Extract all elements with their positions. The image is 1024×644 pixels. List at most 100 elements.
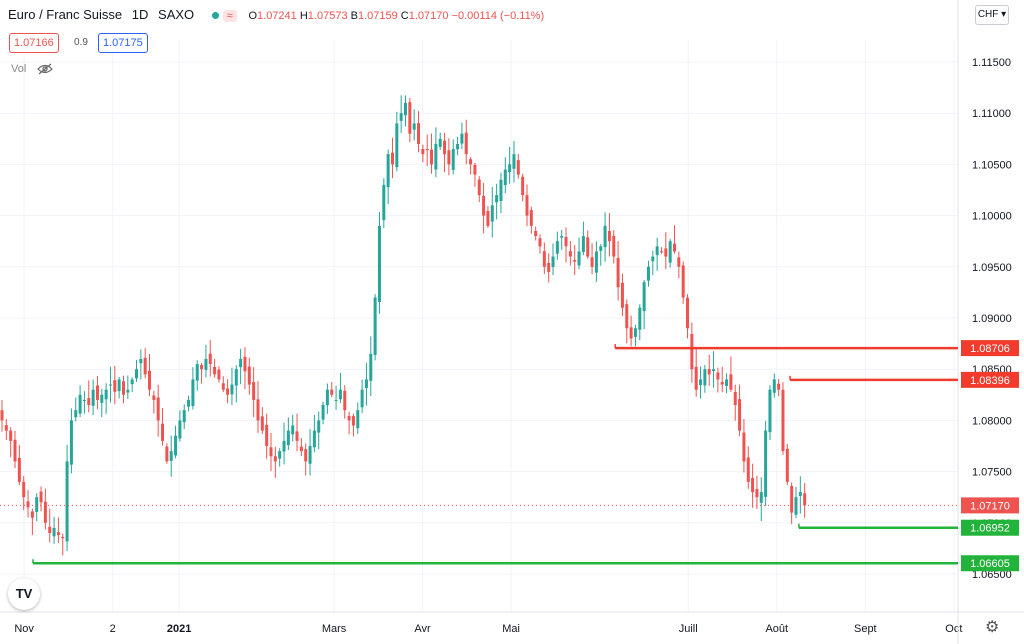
candle-body <box>751 478 755 493</box>
candle-body <box>30 511 34 518</box>
candle-body <box>733 391 737 406</box>
candle-body <box>460 133 464 144</box>
candle-body <box>269 447 273 457</box>
candle-body <box>794 497 798 515</box>
buy-price-button[interactable]: 1.07175 <box>98 33 148 53</box>
candle-body <box>417 123 421 144</box>
candle-body <box>712 369 716 371</box>
candle-body <box>43 501 47 523</box>
candle-body <box>239 358 243 368</box>
candle-body <box>633 328 637 337</box>
candle-body <box>729 374 733 390</box>
chart-header: Euro / Franc Suisse 1D SAXO ≈ O1.07241 H… <box>8 7 544 22</box>
candle-body <box>699 379 703 385</box>
x-tick-label: 2 <box>110 623 116 635</box>
gear-icon[interactable]: ⚙ <box>985 619 1000 636</box>
candle-body <box>286 430 290 446</box>
eye-hidden-icon[interactable] <box>37 63 54 75</box>
candle-body <box>421 148 425 155</box>
candle-body <box>573 259 577 262</box>
symbol-title[interactable]: Euro / Franc Suisse <box>8 7 123 22</box>
candle-body <box>694 366 698 390</box>
candle-body <box>126 389 130 393</box>
candle-body <box>369 353 373 381</box>
volume-label: Vol <box>11 63 27 75</box>
candle-body <box>803 493 807 506</box>
candle-body <box>308 446 312 464</box>
candle-body <box>655 246 659 255</box>
candle-body <box>95 385 99 400</box>
currency-button[interactable]: CHF ▾ <box>975 5 1009 25</box>
support-level-tag <box>961 555 1019 572</box>
candle-body <box>195 364 199 381</box>
candle-body <box>581 236 585 253</box>
candle-body <box>625 304 629 329</box>
candle-body <box>82 399 86 401</box>
candle-body <box>482 195 486 216</box>
candle-body <box>490 205 494 222</box>
candle-body <box>759 492 763 503</box>
candle-body <box>451 149 455 170</box>
candle-body <box>343 390 347 411</box>
candle-body <box>599 246 603 251</box>
candle-body <box>139 358 143 364</box>
candle-body <box>603 225 607 248</box>
candle-body <box>26 501 30 508</box>
candle-body <box>338 389 342 400</box>
candle-body <box>256 399 260 421</box>
y-tick-label: 1.07500 <box>972 467 1012 479</box>
candle-body <box>586 237 590 257</box>
tradingview-logo-icon[interactable]: TV <box>8 578 40 610</box>
candle-body <box>78 394 82 414</box>
candle-body <box>564 236 568 247</box>
candle-body <box>577 251 581 266</box>
candle-body <box>200 365 204 370</box>
candle-body <box>512 154 516 169</box>
y-tick-label: 1.10000 <box>972 211 1012 223</box>
candle-body <box>48 526 52 534</box>
candle-body <box>299 446 303 452</box>
candle-body <box>226 388 230 395</box>
candle-body <box>56 532 60 536</box>
candle-body <box>39 491 43 503</box>
candle-body <box>377 225 381 303</box>
candle-body <box>607 230 611 242</box>
candle-body <box>334 399 338 401</box>
candle-body <box>148 370 152 390</box>
candle-body <box>182 410 186 423</box>
candle-body <box>534 230 538 237</box>
candle-body <box>273 456 277 462</box>
candle-body <box>61 536 65 539</box>
candle-body <box>69 420 73 465</box>
candle-body <box>330 389 334 395</box>
candle-body <box>52 527 56 537</box>
candle-body <box>321 405 325 420</box>
sell-price-button[interactable]: 1.07166 <box>9 33 59 53</box>
x-tick-label: Sept <box>854 623 877 635</box>
trading-status-icon[interactable]: ≈ <box>222 9 237 22</box>
candle-body <box>646 266 650 281</box>
candle-body <box>620 282 624 308</box>
candle-body <box>686 297 690 329</box>
candle-body <box>651 256 655 262</box>
candle-body <box>703 369 707 386</box>
last-price-tag <box>961 497 1019 514</box>
candle-body <box>503 169 507 186</box>
candle-body <box>742 432 746 462</box>
candle-body <box>121 381 125 395</box>
candle-body <box>551 256 555 268</box>
candle-body <box>135 369 139 379</box>
candle-body <box>720 381 724 385</box>
candle-body <box>525 195 529 216</box>
candle-body <box>659 251 663 253</box>
support-level-label: 1.06605 <box>970 558 1010 570</box>
candle-body <box>568 251 572 257</box>
candle-body <box>790 485 794 513</box>
candle-body <box>260 416 264 431</box>
candle-body <box>360 389 364 408</box>
candle-body <box>35 497 39 512</box>
interval-label[interactable]: 1D <box>131 7 149 22</box>
candle-body <box>772 379 776 393</box>
candle-body <box>464 132 468 155</box>
